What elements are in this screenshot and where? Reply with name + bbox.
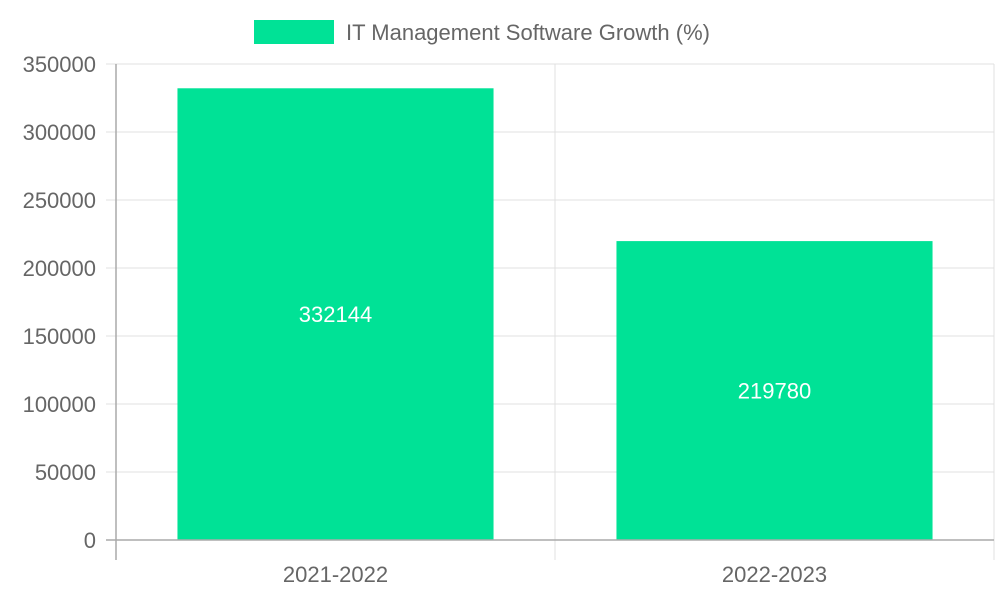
x-tick-label: 2022-2023 [722,562,827,587]
x-tick-label: 2021-2022 [283,562,388,587]
y-tick-label: 300000 [23,120,96,145]
y-tick-label: 50000 [35,460,96,485]
y-tick-label: 150000 [23,324,96,349]
bar [177,88,494,541]
bar [616,241,933,541]
y-axis-ticks: 0 50000 100000 150000 200000 250000 300000 3500… [23,52,96,553]
legend-label[interactable]: IT Management Software Growth (%) [346,20,710,45]
y-tick-label: 250000 [23,188,96,213]
bar-value-label: 219780 [738,379,811,404]
x-axis-ticks: 2021-2022 2022-2023 [283,562,827,587]
y-tick-label: 200000 [23,256,96,281]
axes [106,64,994,560]
y-tick-label: 0 [84,528,96,553]
bars [177,88,933,541]
legend-swatch[interactable] [254,20,334,44]
bar-value-label: 332144 [299,302,372,327]
y-tick-label: 100000 [23,392,96,417]
legend[interactable]: IT Management Software Growth (%) [254,20,710,45]
y-tick-label: 350000 [23,52,96,77]
data-labels: 332144 219780 [299,302,811,403]
